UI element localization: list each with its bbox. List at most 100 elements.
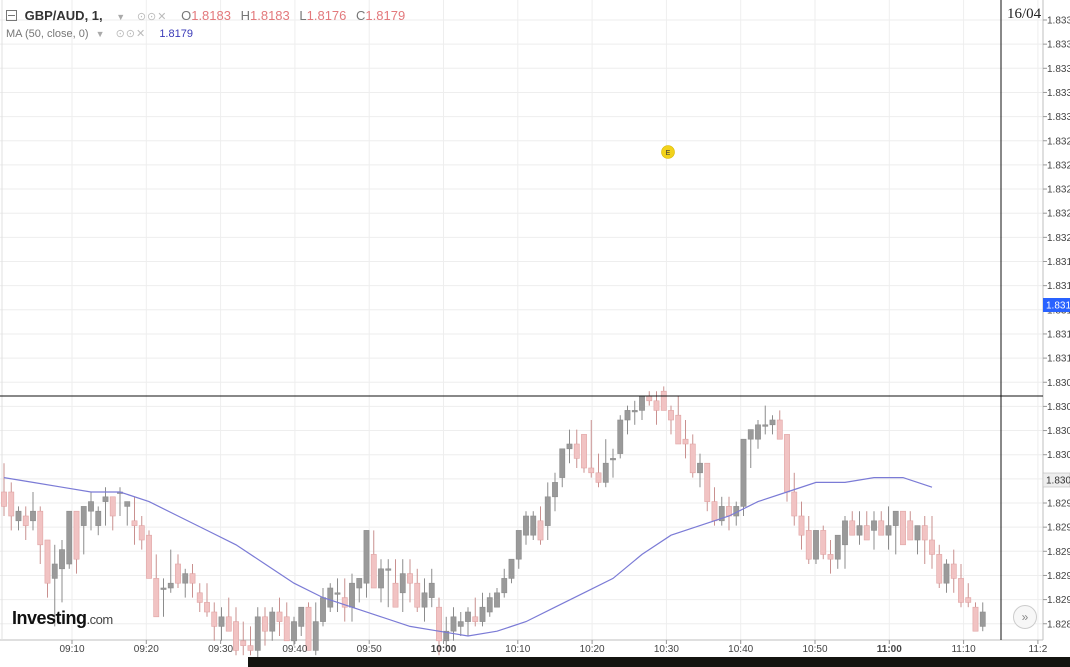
candle-body (305, 606, 312, 651)
candle-body (392, 582, 399, 608)
y-tick-label: 1.833 (1047, 40, 1070, 51)
collapse-toggle-icon[interactable] (6, 10, 17, 21)
candle (827, 540, 834, 574)
candle (624, 405, 631, 435)
candle (559, 448, 566, 488)
candle (450, 607, 457, 641)
ma-action-icons[interactable]: ⊙⊙✕ (115, 28, 147, 40)
candle-body (863, 525, 870, 541)
logo-name: Investing (12, 608, 87, 628)
candle-body (697, 462, 703, 474)
candle (160, 578, 167, 617)
x-tick-label: 09:40 (282, 644, 307, 655)
candle-body (283, 616, 290, 642)
chevron-down-icon[interactable]: ▼ (95, 29, 105, 39)
candle-body (900, 510, 906, 546)
candle (109, 496, 116, 531)
candle-body (450, 616, 457, 632)
candle-body (610, 458, 616, 461)
price-axis[interactable]: 1.833 1.833 1.833 1.833 1.833 1.832 1.832 1.832… (1043, 16, 1070, 631)
x-tick-label: 09:10 (59, 644, 84, 655)
candle (602, 439, 609, 488)
candle (668, 405, 674, 435)
candle-body (363, 530, 370, 584)
candle-body (718, 506, 725, 522)
candle-body (544, 496, 551, 526)
candle-body (711, 501, 718, 522)
candle-body (102, 496, 109, 502)
candle-body (791, 491, 798, 517)
candle-body (443, 630, 450, 642)
candle-body (631, 410, 638, 413)
candles-layer (1, 386, 986, 660)
candle-body (211, 611, 218, 627)
candle-body (73, 510, 80, 560)
candle-body (805, 530, 812, 560)
candle-body (907, 520, 914, 541)
double-chevron-right-icon[interactable]: » (1013, 605, 1037, 629)
time-axis[interactable]: 09:10 09:20 09:30 09:40 09:50 10:00 10:10 10:20… (59, 640, 1048, 655)
candle (892, 510, 899, 555)
candle (617, 415, 624, 459)
event-marker[interactable]: E (661, 145, 675, 159)
axis-frame (0, 0, 1044, 641)
candle (805, 516, 812, 564)
candle-body (929, 539, 935, 555)
candle-body (196, 592, 203, 603)
y-tick-label: 1.832 (1047, 160, 1070, 171)
candle-body (44, 539, 51, 584)
candle-body (552, 482, 558, 498)
candle (885, 506, 892, 550)
candle (131, 496, 138, 545)
candle-body (254, 616, 261, 651)
candle-body (842, 520, 848, 546)
candle (407, 559, 413, 603)
candle (233, 607, 239, 656)
candle (204, 583, 210, 617)
candle (718, 496, 725, 526)
candle-body (370, 554, 377, 589)
candle-body (218, 616, 225, 627)
candle-body (755, 424, 761, 440)
candle (443, 616, 450, 646)
candle (305, 602, 312, 651)
candle-body (950, 563, 957, 579)
legend-action-icons[interactable]: ⊙⊙✕ (136, 11, 168, 23)
candle (936, 544, 943, 588)
candle (610, 448, 616, 478)
candle-body (958, 578, 964, 603)
candle (385, 559, 392, 608)
candle (653, 391, 660, 425)
candle-body (1, 491, 7, 507)
ma-label: MA (50, close, 0) (6, 28, 89, 40)
candle-body (146, 534, 152, 579)
y-tick-label: 1.830 (1047, 402, 1070, 413)
candle (414, 568, 421, 612)
candle-body (298, 606, 305, 627)
candle-body (167, 582, 174, 589)
candle (595, 453, 602, 488)
candle-body (160, 587, 167, 590)
moving-average-line (3, 477, 933, 637)
candle (189, 564, 196, 598)
chevron-down-icon[interactable]: ▼ (116, 12, 126, 22)
candle (769, 415, 776, 435)
candle-body (646, 395, 653, 402)
candle (399, 559, 406, 612)
candle (59, 540, 65, 603)
candle (704, 462, 711, 512)
candle-body (59, 549, 65, 570)
candle-body (88, 501, 94, 512)
high-label: H (240, 8, 250, 23)
x-tick-label: 10:20 (580, 644, 605, 655)
price-tag-label: 1.830 (1046, 476, 1070, 487)
candle (51, 544, 58, 627)
candle-body (660, 390, 667, 411)
candle-body (356, 578, 363, 589)
candle (44, 539, 51, 598)
price-tag: 1.831 (1043, 298, 1070, 312)
candle-body (109, 496, 116, 517)
candle-body (769, 419, 776, 426)
candle-body (465, 611, 471, 622)
